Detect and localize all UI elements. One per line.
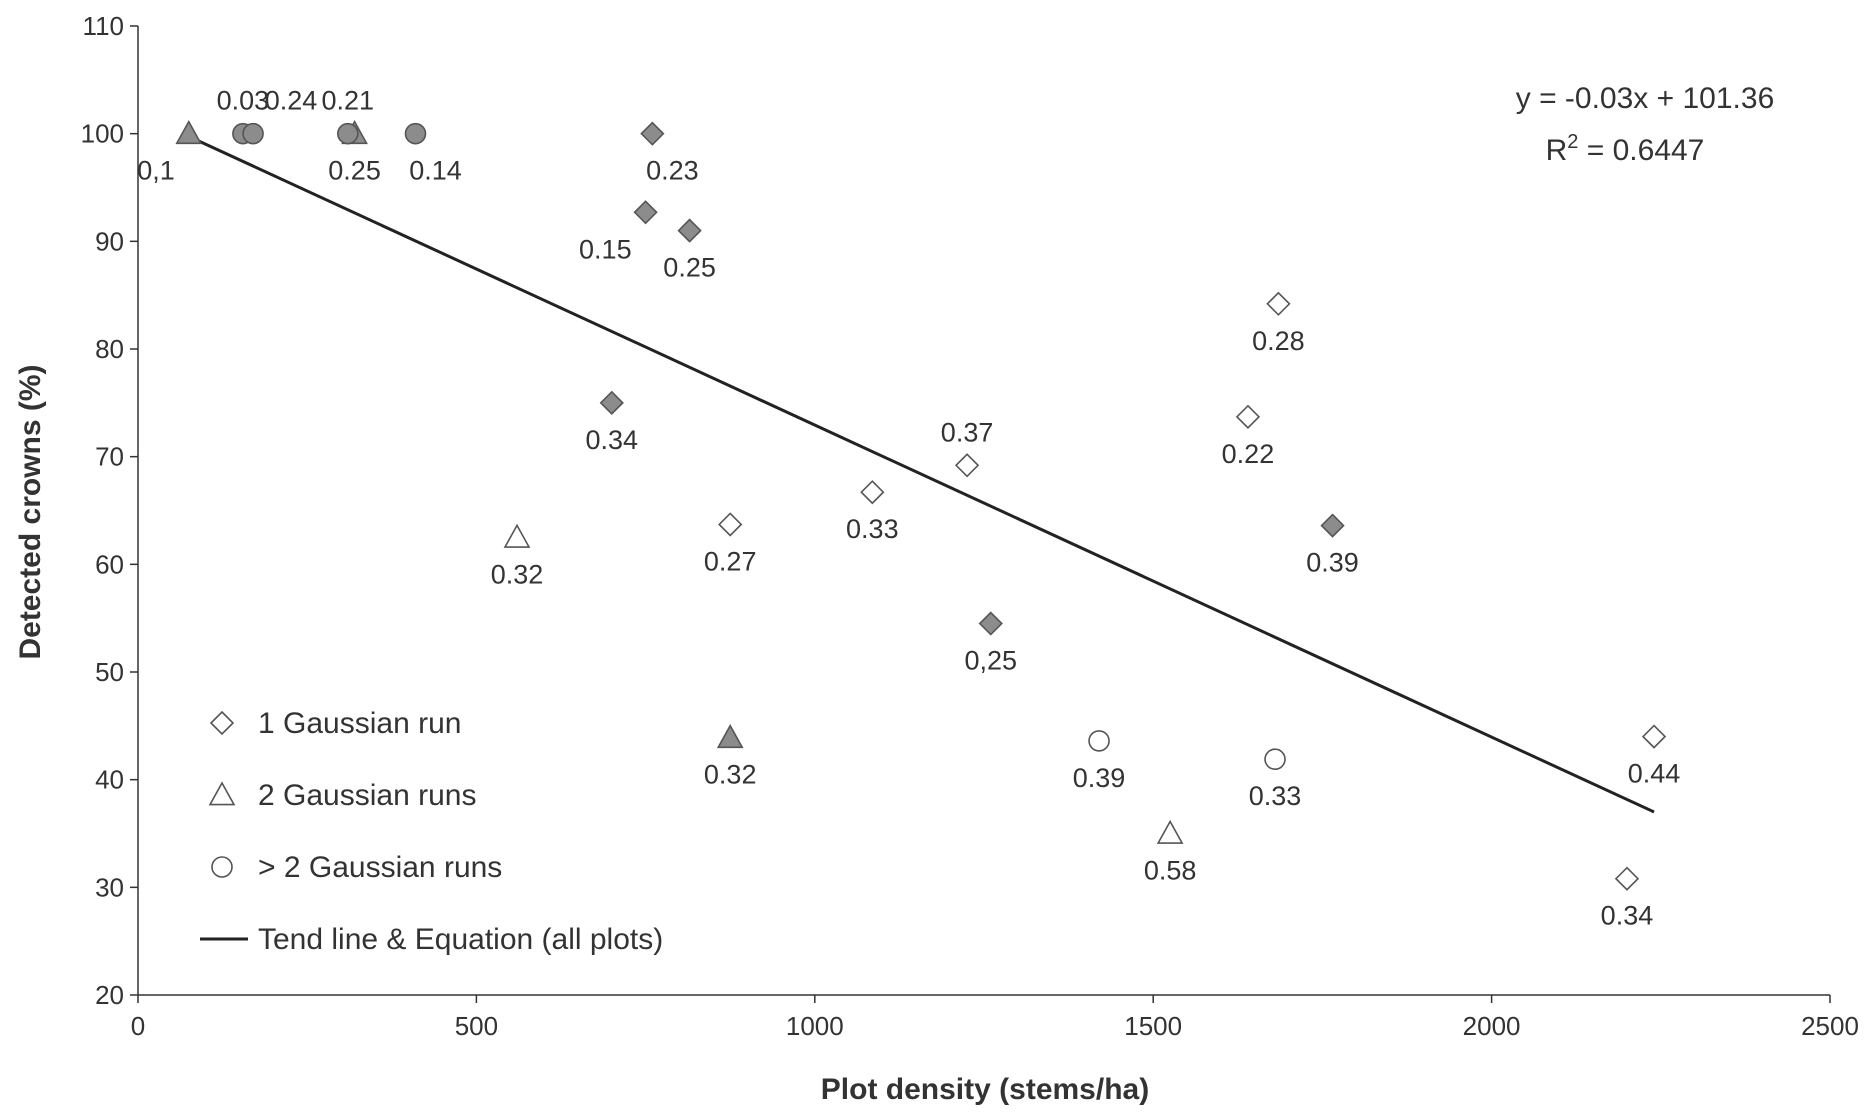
data-point-diamond — [954, 453, 980, 478]
data-point-triangle — [1156, 819, 1184, 844]
y-tick-label: 70 — [95, 442, 124, 472]
legend-triangle-icon — [208, 781, 236, 806]
data-point-diamond — [640, 121, 665, 146]
x-tick-label: 1500 — [1124, 1011, 1182, 1041]
data-point-circle — [404, 122, 427, 145]
point-label: 0,1 — [137, 156, 175, 186]
y-tick-label: 90 — [95, 226, 124, 256]
data-point-diamond — [599, 390, 624, 415]
y-tick-label: 30 — [95, 872, 124, 902]
legend-circle-icon — [211, 856, 233, 878]
point-label: 0.22 — [1222, 439, 1275, 469]
r-squared: R2 = 0.6447 — [1546, 131, 1705, 167]
data-point-diamond — [978, 611, 1003, 636]
point-label: 0.34 — [1601, 901, 1654, 931]
point-label: 0.25 — [328, 156, 381, 186]
x-axis-title: Plot density (stems/ha) — [821, 1073, 1149, 1106]
x-tick-label: 2000 — [1463, 1011, 1521, 1041]
y-tick-label: 80 — [95, 334, 124, 364]
legend-label: 1 Gaussian run — [258, 707, 461, 740]
trendline — [191, 136, 1655, 814]
y-tick-label: 100 — [81, 119, 124, 149]
r-squared-value: = 0.6447 — [1578, 134, 1704, 167]
data-point-diamond — [718, 512, 743, 537]
data-point-diamond — [1235, 404, 1261, 429]
data-point-circle — [337, 122, 359, 145]
data-point-diamond — [860, 480, 885, 505]
legend: 1 Gaussian run 2 Gaussian runs > 2 Gaussia… — [200, 707, 663, 956]
y-tick-label: 60 — [95, 549, 124, 579]
point-label: 0.15 — [579, 234, 632, 264]
point-labels-layer: 0,1 0.030.24 0.25 0.21 0.14 0.23 0.15 0.25 0.34 0… — [137, 86, 1680, 931]
point-label: 0.39 — [1073, 763, 1126, 793]
point-label: 0.32 — [491, 559, 544, 589]
point-label: 0.33 — [1249, 781, 1302, 811]
data-point-triangle — [716, 724, 744, 749]
data-point-diamond — [677, 218, 702, 243]
point-label: 0.25 — [663, 253, 716, 283]
point-label: 0.14 — [409, 156, 462, 186]
point-label: 0.24 — [265, 86, 318, 116]
point-label: 0.28 — [1252, 326, 1305, 356]
data-point-diamond — [1614, 866, 1640, 891]
legend-diamond-icon — [209, 710, 235, 736]
point-label: 0.39 — [1306, 548, 1359, 578]
point-label: 0.58 — [1144, 856, 1197, 886]
trendline-layer — [191, 136, 1655, 814]
data-point-diamond — [633, 200, 658, 225]
r-squared-superscript: 2 — [1567, 131, 1578, 153]
data-point-triangle — [503, 523, 531, 548]
legend-label: > 2 Gaussian runs — [258, 851, 502, 884]
x-tick-label: 2500 — [1801, 1011, 1859, 1041]
data-point-triangle — [175, 120, 203, 145]
point-label: 0.23 — [646, 156, 699, 186]
data-point-diamond — [1641, 724, 1667, 749]
x-tick-label: 500 — [455, 1011, 498, 1041]
legend-label: 2 Gaussian runs — [258, 779, 476, 812]
data-point-circle — [242, 122, 264, 145]
axes-layer: 20 30 40 50 60 70 80 90 100 110 0 500 1000 1500 2000 25… — [81, 11, 1859, 1041]
y-tick-label: 110 — [83, 11, 124, 41]
x-tick-label: 0 — [131, 1011, 145, 1041]
point-label: 0.03 — [217, 86, 270, 116]
point-label: 0,25 — [964, 646, 1017, 676]
legend-label: Tend line & Equation (all plots) — [258, 923, 663, 956]
y-axis-title: Detected crowns (%) — [14, 364, 47, 659]
point-label: 0.34 — [585, 425, 638, 455]
data-point-circle — [1088, 730, 1110, 752]
point-label: 0.32 — [704, 760, 757, 790]
data-point-circle — [1264, 748, 1286, 771]
data-point-diamond — [1320, 513, 1345, 538]
y-tick-label: 20 — [95, 980, 124, 1010]
point-label: 0.21 — [322, 86, 375, 116]
points-layer — [175, 120, 1667, 891]
r-squared-symbol: R — [1546, 134, 1568, 167]
point-label: 0.33 — [846, 514, 899, 544]
point-label: 0.44 — [1628, 759, 1681, 789]
data-point-diamond — [1266, 291, 1291, 316]
y-tick-label: 50 — [95, 657, 124, 687]
x-tick-label: 1000 — [786, 1011, 844, 1041]
point-label: 0.27 — [704, 546, 757, 576]
point-label: 0.37 — [941, 417, 994, 447]
trend-equation: y = -0.03x + 101.36 — [1516, 82, 1775, 115]
y-tick-label: 40 — [95, 765, 124, 795]
